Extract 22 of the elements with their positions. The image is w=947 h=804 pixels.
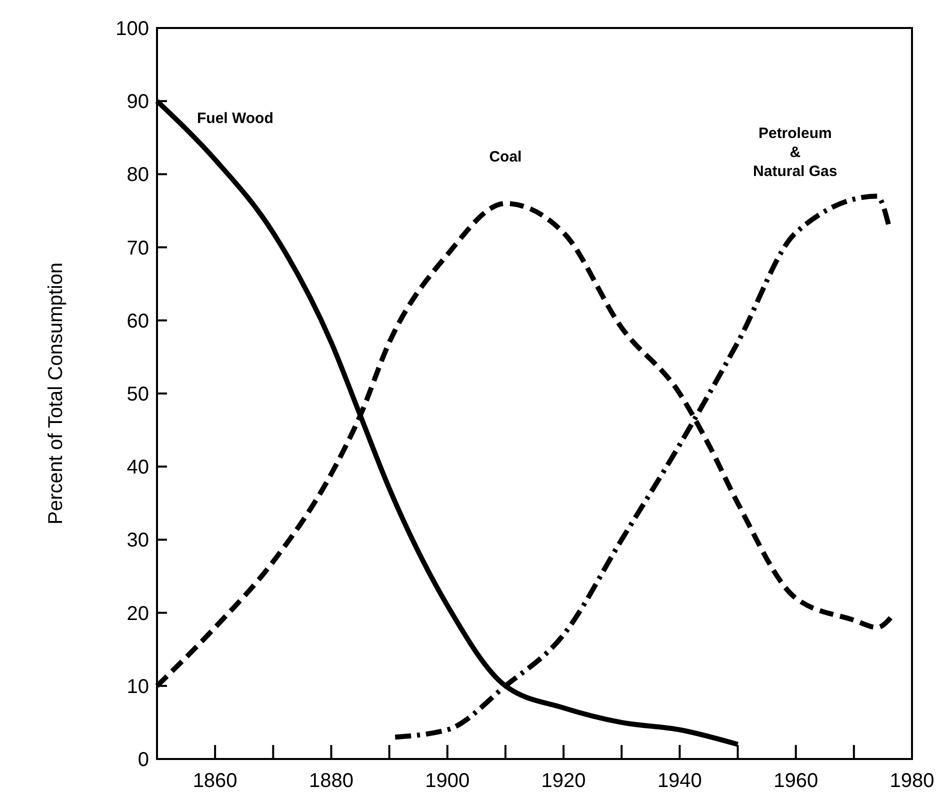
x-tick-label: 1900 xyxy=(425,770,470,792)
y-tick-label: 80 xyxy=(126,164,149,186)
y-axis-title: Percent of Total Consumption xyxy=(45,262,67,525)
y-tick-label: 10 xyxy=(126,676,149,698)
y-tick-label: 60 xyxy=(126,310,149,332)
x-tick-label: 1940 xyxy=(657,770,702,792)
x-tick-label: 1880 xyxy=(308,770,354,792)
y-tick-label: 0 xyxy=(138,749,149,771)
y-tick-label: 30 xyxy=(126,530,149,552)
y-tick-label: 90 xyxy=(126,91,149,114)
series-label: Petroleum & Natural Gas xyxy=(753,125,838,180)
y-tick-label: 70 xyxy=(126,237,149,260)
y-tick-label: 100 xyxy=(116,18,149,40)
x-tick-label: 1860 xyxy=(192,770,238,792)
x-tick-label: 1960 xyxy=(774,770,818,792)
series-label: Fuel Wood xyxy=(197,110,274,128)
text: Coal xyxy=(489,148,522,166)
x-tick-label: 1980 xyxy=(890,770,934,792)
x-tick-label: 1920 xyxy=(541,770,586,792)
y-tick-label: 20 xyxy=(126,602,149,625)
y-tick-label: 50 xyxy=(126,384,149,406)
y-tick-label: 40 xyxy=(126,456,149,479)
